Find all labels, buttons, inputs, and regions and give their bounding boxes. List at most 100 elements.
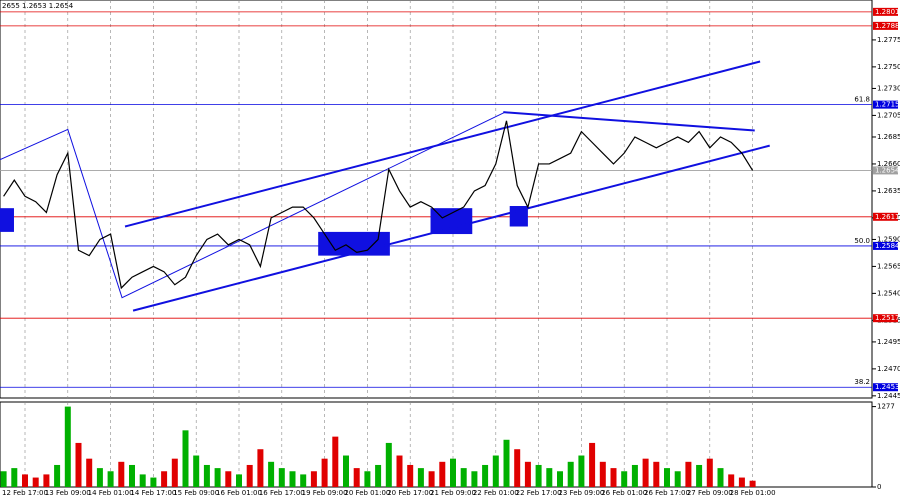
y-tick-label: 1.2750 [877, 63, 900, 71]
x-tick-label: 20 Feb 17:00 [387, 489, 433, 497]
level-label: 1.2788 [875, 22, 900, 30]
level-label: 1.2584 [875, 242, 900, 250]
volume-bar [653, 461, 660, 487]
volume-bar [450, 458, 456, 487]
volume-bar [567, 461, 574, 487]
volume-bar [524, 461, 531, 487]
volume-bar [22, 474, 28, 487]
volume-bar [717, 468, 724, 487]
price-panel [0, 0, 873, 399]
x-tick-label: 27 Feb 09:00 [687, 489, 733, 497]
volume-bar [353, 468, 360, 487]
volume-bar [332, 436, 339, 487]
volume-bar [171, 458, 178, 487]
y-tick-label: 1.2540 [877, 289, 900, 297]
volume-bar [32, 477, 39, 487]
volume-bar [86, 458, 93, 487]
volume-bar [738, 477, 745, 487]
level-label: 1.2611 [875, 213, 900, 221]
volume-bar [268, 461, 275, 487]
y-tick-label: 1.2495 [877, 338, 900, 346]
volume-bar [664, 468, 670, 487]
trendline [132, 144, 770, 312]
volume-bar [139, 474, 146, 487]
y-tick-label: 1.2565 [877, 262, 900, 270]
level-label-box [873, 166, 898, 175]
volume-bar [546, 468, 553, 487]
level-label-box [873, 212, 898, 221]
volume-bar [300, 474, 307, 487]
header: 2655 1.2653 1.2654 [2, 2, 74, 10]
level-label: 1.2654 [875, 166, 900, 174]
y-tick-label: 1.2685 [877, 133, 900, 141]
volume-bar [578, 455, 585, 487]
volume-bar [375, 464, 382, 487]
y-tick-label: 1.2705 [877, 111, 900, 119]
volume-bar [257, 449, 264, 487]
volume-bar [621, 471, 628, 487]
volume-bar [107, 471, 114, 487]
volume-panel [0, 401, 873, 488]
volume-bar [514, 449, 521, 487]
trendline [124, 60, 761, 228]
volume-bar [289, 471, 296, 487]
volume-bar [278, 468, 285, 487]
volume-bar [503, 439, 510, 487]
volume-bar [129, 464, 135, 487]
x-tick-label: 28 Feb 01:00 [730, 489, 776, 497]
x-tick-label: 26 Feb 17:00 [644, 489, 690, 497]
trendline [503, 111, 755, 132]
price-line [3, 120, 754, 290]
x-tick-label: 14 Feb 17:00 [130, 489, 176, 497]
volume-bar [631, 464, 638, 487]
volume-bar [482, 464, 489, 487]
volume-bar [696, 464, 703, 487]
volume-bar [728, 474, 735, 487]
level-label: 1.2453 [875, 383, 900, 391]
x-tick-label: 15 Feb 09:00 [173, 489, 219, 497]
level-label-box [873, 383, 898, 392]
x-tick-label: 14 Feb 01:00 [88, 489, 134, 497]
volume-bar [0, 471, 7, 487]
volume-bar [428, 471, 435, 487]
level-label: 1.2715 [875, 101, 900, 109]
volume-bar [407, 464, 414, 487]
fib-label: 50.0 [854, 237, 870, 245]
volume-bar [385, 442, 392, 487]
x-tick-label: 16 Feb 01:00 [216, 489, 262, 497]
x-tick-label: 13 Feb 09:00 [45, 489, 91, 497]
x-tick-label: 12 Feb 17:00 [2, 489, 48, 497]
volume-bar [96, 468, 103, 487]
x-tick-label: 21 Feb 09:00 [430, 489, 476, 497]
volume-bar [343, 455, 349, 487]
y-tick-label: 1.2635 [877, 187, 900, 195]
volume-bar [11, 468, 18, 487]
volume-bar [75, 442, 82, 487]
volume-bar [310, 471, 317, 487]
volume-bar [417, 468, 424, 487]
zone [0, 208, 14, 232]
x-tick-label: 22 Feb 17:00 [516, 489, 562, 497]
x-tick-label: 20 Feb 01:00 [344, 489, 390, 497]
volume-bar [193, 455, 200, 487]
level-label-box [873, 100, 898, 109]
y-tick-label: 1.2470 [877, 365, 900, 373]
trendline [0, 111, 506, 299]
x-tick-label: 19 Feb 09:00 [302, 489, 348, 497]
volume-bar [182, 430, 189, 487]
level-label-box [873, 241, 898, 250]
volume-bar [439, 461, 446, 487]
y-tick-label: 1.2660 [877, 160, 900, 168]
level-label: 1.2517 [875, 314, 900, 322]
volume-bar [246, 464, 253, 487]
volume-bar [749, 480, 756, 487]
x-tick-label: 16 Feb 17:00 [259, 489, 305, 497]
volume-bar [535, 464, 542, 487]
y-tick-label: 1.2775 [877, 36, 900, 44]
volume-bar [685, 461, 692, 487]
volume-bar [214, 468, 221, 487]
volume-bar [203, 464, 210, 487]
volume-bar [64, 406, 71, 487]
fib-label: 38.2 [854, 378, 870, 386]
